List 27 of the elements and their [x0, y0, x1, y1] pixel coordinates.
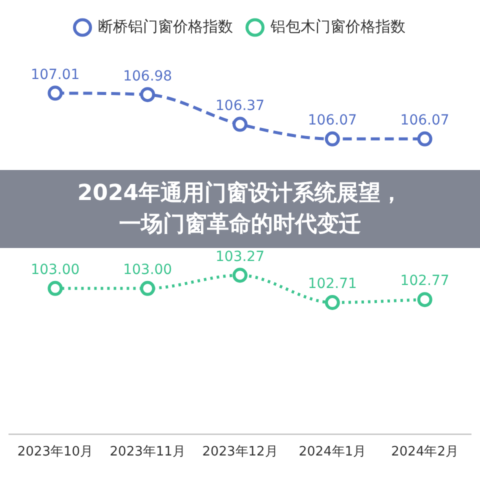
- data-label: 106.07: [400, 112, 450, 129]
- x-tick-label: 2024年2月: [391, 444, 458, 460]
- data-label: 103.00: [30, 262, 80, 278]
- x-tick-label: 2023年10月: [17, 444, 94, 460]
- legend-label: 断桥铝门窗价格指数: [98, 17, 233, 36]
- point: [417, 292, 432, 308]
- data-label: 106.98: [123, 68, 172, 84]
- data-label: 103.00: [123, 262, 172, 278]
- x-tick-label: 2023年11月: [110, 444, 186, 460]
- data-label: 107.01: [30, 66, 80, 83]
- data-label: 106.07: [308, 112, 357, 129]
- data-label: 103.27: [216, 248, 264, 265]
- point: [232, 116, 248, 132]
- point: [417, 131, 432, 146]
- data-label: 102.77: [400, 273, 450, 290]
- point: [48, 280, 63, 296]
- legend-label: 铝包木门窗价格指数: [270, 17, 406, 36]
- point: [48, 86, 63, 101]
- point: [324, 295, 340, 310]
- point: [140, 280, 156, 296]
- x-tick-label: 2024年1月: [298, 444, 366, 460]
- data-label: 106.37: [216, 98, 264, 114]
- point: [232, 268, 248, 283]
- point: [140, 87, 156, 102]
- x-tick-label: 2023年12月: [202, 444, 278, 460]
- point: [324, 131, 340, 146]
- data-label: 102.71: [308, 276, 357, 292]
